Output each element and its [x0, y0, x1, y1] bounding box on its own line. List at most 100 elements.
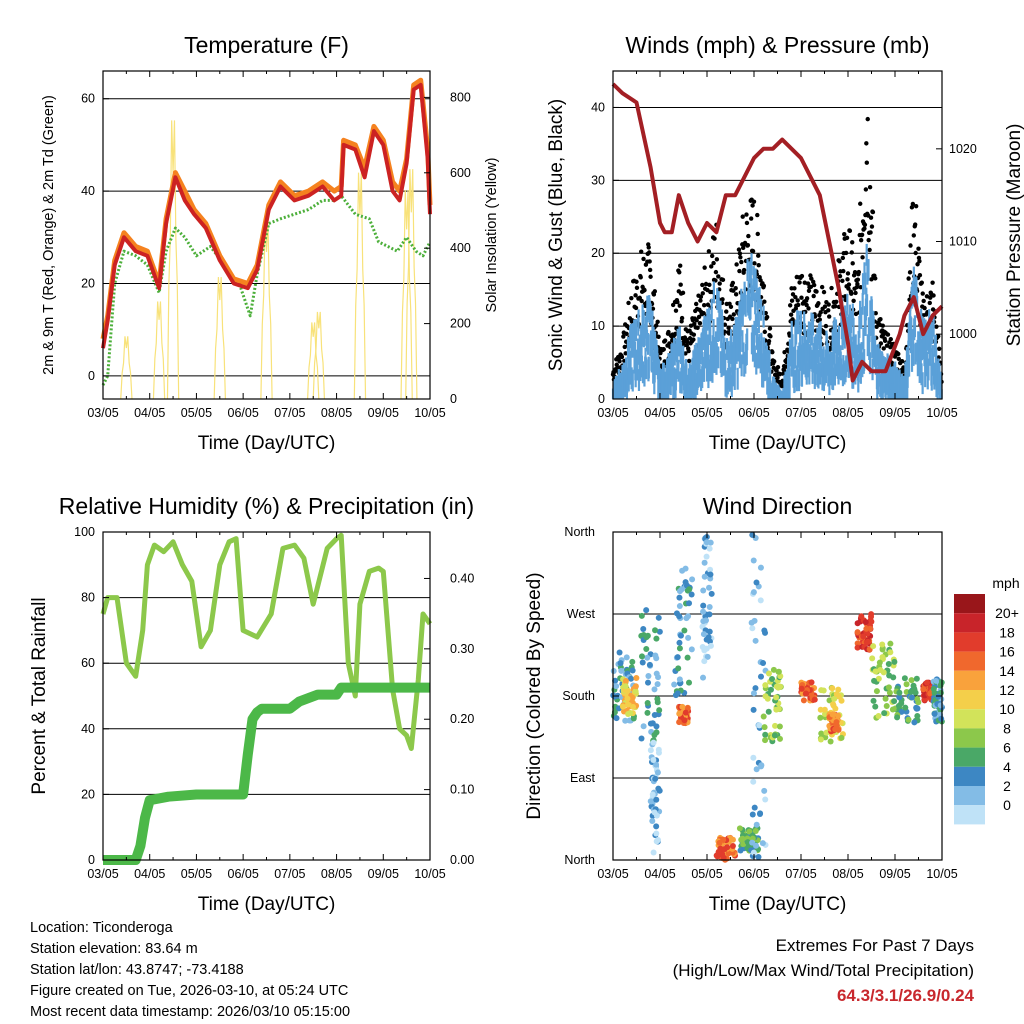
extremes-summary: Extremes For Past 7 Days (High/Low/Max W…	[673, 933, 974, 1008]
gust-point	[822, 304, 828, 309]
gust-point	[691, 332, 697, 337]
direction-point	[700, 631, 707, 638]
direction-point	[682, 565, 689, 572]
gust-point	[814, 289, 819, 294]
gust-point	[692, 321, 697, 327]
gust-point	[731, 312, 736, 317]
gust-point	[846, 286, 851, 291]
gust-point	[756, 253, 761, 258]
y-tick-label: North	[564, 525, 595, 539]
gust-point	[755, 231, 760, 237]
gust-point	[842, 231, 847, 237]
gust-point	[707, 282, 712, 287]
direction-point	[838, 697, 845, 704]
gust-point	[691, 337, 696, 342]
direction-point	[903, 688, 910, 695]
y-axis-label: Sonic Wind & Gust (Blue, Black)	[546, 99, 567, 371]
wind_direction-chart: 03/05 04/05 05/05 06/05 07/05 08/05 09/05 10/05…	[524, 493, 1020, 915]
direction-point	[773, 694, 780, 701]
gust-point	[859, 232, 865, 237]
gust-point	[634, 279, 639, 284]
legend-swatch	[954, 613, 985, 633]
y2-tick-label: 1020	[949, 142, 977, 156]
gust-point	[638, 275, 643, 280]
direction-point	[651, 809, 658, 816]
gust-point	[849, 250, 854, 255]
gust-point	[693, 301, 699, 307]
gust-point	[647, 267, 653, 273]
direction-point	[913, 675, 920, 682]
gust-point	[881, 346, 886, 351]
gust-point	[680, 290, 686, 296]
direction-point	[854, 629, 861, 636]
direction-point	[633, 674, 640, 681]
gust-point	[880, 323, 885, 328]
direction-point	[762, 731, 769, 738]
direction-point	[707, 642, 714, 649]
gust-point	[646, 245, 651, 250]
gust-point	[864, 141, 869, 146]
gust-point	[797, 280, 802, 285]
x-tick-label: 08/05	[832, 867, 863, 881]
gust-point	[851, 298, 856, 303]
direction-point	[653, 761, 660, 768]
gust-point	[816, 301, 821, 306]
solar-insolation-line	[312, 311, 326, 400]
legend-swatch	[954, 805, 985, 825]
gust-point	[867, 247, 872, 253]
gust-point	[688, 323, 694, 328]
direction-point	[871, 677, 878, 684]
direction-point	[830, 701, 837, 708]
direction-point	[704, 653, 711, 660]
y-axis-label: Percent & Total Rainfall	[29, 597, 50, 794]
direction-point	[913, 704, 920, 711]
direction-point	[761, 724, 768, 731]
direction-point	[870, 697, 877, 704]
legend-label: 16	[999, 644, 1015, 660]
gust-point	[678, 282, 683, 287]
y-tick-label: 100	[74, 525, 95, 539]
direction-point	[679, 703, 686, 710]
direction-point	[760, 713, 767, 720]
gust-point	[746, 233, 751, 239]
direction-point	[863, 625, 870, 632]
gust-point	[662, 338, 668, 343]
gust-point	[805, 281, 811, 286]
gust-point	[736, 247, 742, 252]
chart-title: Temperature (F)	[184, 32, 349, 58]
x-tick-label: 03/05	[597, 406, 628, 420]
y-tick-label: 20	[81, 787, 95, 801]
gust-point	[701, 303, 707, 308]
direction-point	[655, 749, 662, 756]
direction-point	[877, 666, 884, 673]
gust-point	[634, 285, 640, 291]
direction-point	[700, 587, 707, 594]
gust-point	[740, 214, 745, 219]
legend-label: 10	[999, 701, 1015, 717]
gust-point	[855, 281, 860, 287]
direction-point	[885, 684, 892, 691]
direction-point	[628, 675, 635, 682]
direction-point	[890, 674, 897, 681]
direction-point	[629, 658, 636, 665]
direction-point	[821, 711, 828, 718]
gust-point	[740, 245, 746, 251]
direction-point	[640, 625, 647, 632]
direction-point	[703, 539, 710, 546]
gust-point	[705, 302, 711, 307]
gust-point	[744, 220, 750, 226]
y2-tick-label: 0.20	[450, 712, 474, 726]
gust-point	[762, 299, 767, 304]
direction-point	[706, 584, 713, 591]
direction-point	[756, 810, 763, 817]
direction-point	[933, 677, 940, 684]
extremes-subheading: (High/Low/Max Wind/Total Precipitation)	[672, 961, 974, 980]
gust-point	[775, 375, 780, 380]
direction-point	[619, 703, 626, 710]
gust-point	[834, 299, 839, 304]
direction-point	[707, 571, 714, 578]
direction-point	[674, 690, 681, 697]
direction-point	[752, 685, 759, 692]
direction-point	[808, 679, 815, 686]
direction-point	[644, 632, 651, 639]
